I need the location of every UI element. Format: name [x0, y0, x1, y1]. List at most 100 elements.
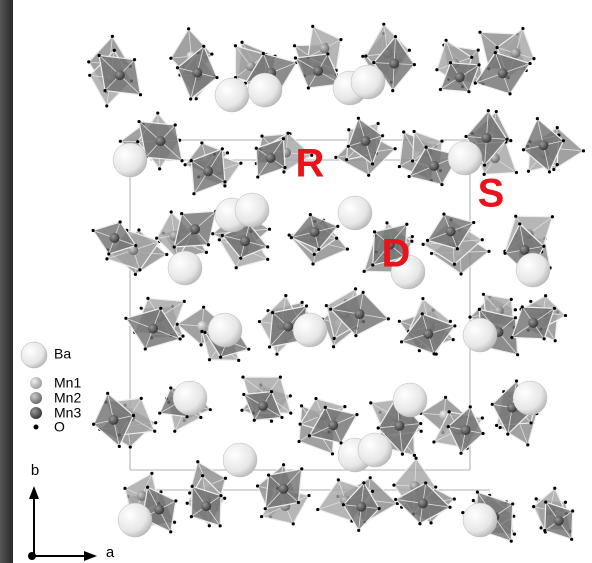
oxygen: [242, 393, 245, 396]
oxygen: [294, 56, 297, 59]
barium: [513, 381, 547, 415]
oxygen: [215, 76, 218, 79]
oxygen: [219, 524, 222, 527]
oxygen: [394, 498, 397, 501]
axis-label: b: [31, 462, 39, 479]
oxygen: [392, 484, 395, 487]
oxygen: [496, 46, 499, 49]
oxygen: [481, 238, 484, 241]
oxygen: [134, 244, 137, 247]
oxygen: [452, 338, 455, 341]
oxygen: [377, 122, 380, 125]
oxygen: [434, 485, 437, 488]
legend-label: Mn2: [54, 390, 81, 406]
oxygen: [268, 345, 271, 348]
legend-label: Mn1: [54, 375, 81, 391]
oxygen: [468, 316, 471, 319]
oxygen: [270, 390, 273, 393]
oxygen: [357, 529, 360, 532]
manganese: [283, 322, 293, 332]
oxygen: [270, 420, 273, 423]
manganese: [109, 233, 119, 243]
oxygen: [521, 27, 524, 30]
manganese: [192, 68, 202, 78]
oxygen: [337, 478, 340, 481]
oxygen: [542, 245, 545, 248]
oxygen: [87, 60, 90, 63]
site-label: S: [478, 172, 505, 216]
barium: [448, 141, 482, 175]
oxygen: [459, 272, 462, 275]
legend-label: O: [54, 419, 65, 435]
oxygen: [221, 147, 224, 150]
oxygen: [332, 345, 335, 348]
oxygen: [289, 394, 292, 397]
oxygen: [402, 130, 405, 133]
oxygen: [343, 405, 346, 408]
site-label: R: [296, 142, 325, 186]
oxygen: [218, 238, 221, 241]
oxygen: [301, 301, 304, 304]
manganese: [418, 498, 428, 508]
oxygen: [203, 331, 206, 334]
oxygen: [326, 52, 329, 55]
manganese: [313, 66, 323, 76]
oxygen: [169, 57, 172, 60]
oxygen: [543, 337, 546, 340]
oxygen: [331, 452, 334, 455]
oxygen: [510, 540, 513, 543]
oxygen: [240, 409, 243, 412]
oxygen: [170, 210, 173, 213]
oxygen: [290, 236, 293, 239]
oxygen: [200, 141, 203, 144]
oxygen: [522, 148, 525, 151]
oxygen: [346, 248, 349, 251]
oxygen: [481, 416, 484, 419]
oxygen: [413, 454, 416, 457]
oxygen: [474, 81, 477, 84]
oxygen: [529, 421, 532, 424]
oxygen: [297, 501, 300, 504]
oxygen: [208, 358, 211, 361]
oxygen: [137, 228, 140, 231]
oxygen: [169, 386, 172, 389]
oxygen: [292, 522, 295, 525]
oxygen: [515, 171, 518, 174]
oxygen: [305, 304, 308, 307]
barium: [358, 433, 392, 467]
oxygen: [527, 170, 530, 173]
oxygen: [184, 163, 187, 166]
oxygen: [201, 474, 204, 477]
oxygen: [448, 506, 451, 509]
oxygen: [551, 215, 554, 218]
oxygen: [123, 487, 126, 490]
oxygen: [499, 426, 502, 429]
oxygen: [264, 507, 267, 510]
oxygen: [335, 237, 338, 240]
oxygen: [571, 509, 574, 512]
oxygen: [267, 474, 270, 477]
oxygen: [448, 410, 451, 413]
barium: [118, 503, 152, 537]
oxygen: [453, 497, 456, 500]
manganese: [455, 72, 465, 82]
oxygen: [444, 396, 447, 399]
manganese: [190, 224, 200, 234]
oxygen: [313, 253, 316, 256]
oxygen: [333, 337, 336, 340]
oxygen: [223, 497, 226, 500]
oxygen: [387, 317, 390, 320]
oxygen: [324, 406, 327, 409]
oxygen: [539, 526, 542, 529]
oxygen: [289, 412, 292, 415]
oxygen: [221, 234, 224, 237]
oxygen: [266, 245, 269, 248]
oxygen: [219, 356, 222, 359]
manganese: [354, 309, 364, 319]
oxygen: [200, 330, 203, 333]
oxygen: [554, 339, 557, 342]
oxygen: [494, 51, 497, 54]
oxygen: [334, 156, 337, 159]
oxygen: [503, 252, 506, 255]
oxygen: [325, 304, 328, 307]
